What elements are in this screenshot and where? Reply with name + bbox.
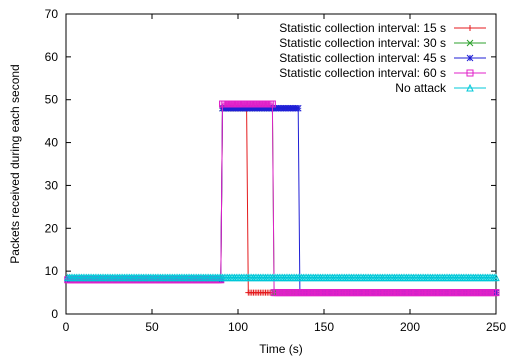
legend: Statistic collection interval: 15 sStati…	[279, 21, 486, 95]
axes: 0 50 100 150 200 250 0 10 20 30 40 50 60 70	[45, 7, 507, 334]
x-axis-title: Time (s)	[259, 342, 303, 356]
x-tick-label: 150	[314, 320, 334, 334]
legend-swatch-marker	[466, 39, 474, 47]
legend-item: Statistic collection interval: 60 s	[279, 66, 486, 80]
y-tick-label: 30	[45, 178, 59, 192]
legend-swatch-marker	[466, 83, 474, 92]
y-tick-label: 20	[45, 221, 59, 235]
plot-frame	[65, 13, 497, 315]
data-point	[294, 104, 302, 112]
legend-label: Statistic collection interval: 15 s	[279, 21, 446, 35]
series-4	[64, 100, 500, 297]
data-point	[268, 100, 276, 108]
series-line	[67, 107, 496, 294]
series-line	[67, 107, 496, 294]
x-tick-label: 100	[228, 320, 248, 334]
x-tick-label: 250	[486, 320, 506, 334]
legend-item: No attack	[395, 81, 486, 95]
y-tick-label: 10	[45, 264, 59, 278]
legend-swatch-marker	[466, 69, 474, 77]
y-tick-label: 70	[45, 7, 59, 21]
series-line	[67, 107, 496, 294]
series-3	[64, 104, 500, 296]
y-tick-label: 0	[51, 307, 58, 321]
legend-label: Statistic collection interval: 60 s	[279, 66, 446, 80]
series-layer	[63, 100, 500, 297]
legend-label: Statistic collection interval: 30 s	[279, 36, 446, 50]
legend-item: Statistic collection interval: 15 s	[279, 21, 486, 35]
series-5	[63, 273, 500, 282]
legend-item: Statistic collection interval: 45 s	[279, 51, 486, 65]
x-tick-label: 50	[145, 320, 159, 334]
y-tick-label: 60	[45, 50, 59, 64]
series-line	[67, 103, 496, 294]
series-1	[64, 105, 499, 296]
y-tick-label: 50	[45, 93, 59, 107]
legend-swatch-marker	[466, 54, 474, 62]
legend-swatch-marker	[467, 25, 473, 31]
legend-label: Statistic collection interval: 45 s	[279, 51, 446, 65]
data-point	[492, 273, 500, 282]
series-2	[64, 104, 500, 296]
legend-item: Statistic collection interval: 30 s	[279, 36, 486, 50]
y-axis-title: Packets received during each second	[8, 64, 22, 263]
y-tick-label: 40	[45, 136, 59, 150]
legend-label: No attack	[395, 81, 447, 95]
x-tick-label: 0	[63, 320, 70, 334]
x-tick-label: 200	[400, 320, 420, 334]
data-point	[492, 289, 500, 297]
